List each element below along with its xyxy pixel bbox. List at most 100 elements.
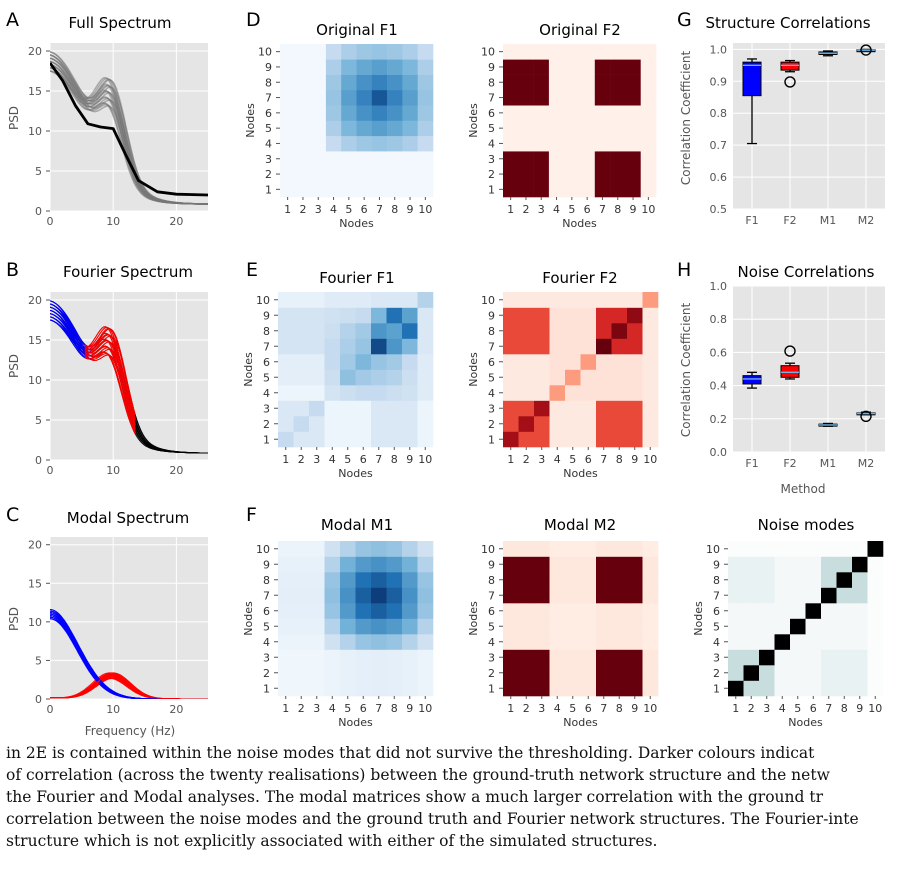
y-tick-label: 0.8: [710, 107, 728, 120]
y-tick-label: 7: [713, 589, 720, 602]
heatmap-cell: [518, 400, 535, 417]
heatmap-cell: [534, 587, 550, 604]
heatmap-cell: [596, 649, 612, 666]
heatmap-cell: [805, 680, 822, 697]
heatmap-cell: [790, 603, 806, 619]
fourier-f1-title: Fourier F1: [319, 269, 394, 287]
x-tick-label: 7: [600, 702, 607, 715]
heatmap-cell: [325, 89, 342, 106]
heatmap-cell: [386, 587, 403, 604]
heatmap-cell: [371, 44, 388, 60]
heatmap-cell: [325, 135, 342, 152]
heatmap-cell: [564, 120, 580, 137]
y-tick-label: 1: [488, 682, 495, 695]
y-axis-label: Nodes: [467, 352, 480, 387]
y-tick-label: 10: [481, 294, 495, 307]
heatmap-cell: [518, 665, 535, 681]
x-tick-label: 7: [376, 203, 383, 216]
x-tick-label: 2: [748, 702, 755, 715]
heatmap-cell: [611, 354, 628, 370]
heatmap-cell: [579, 151, 596, 167]
heatmap-cell: [564, 105, 580, 121]
heatmap-cell: [759, 649, 775, 666]
heatmap-cell: [836, 618, 853, 635]
heatmap-cell: [611, 400, 628, 417]
heatmap-cell: [564, 166, 580, 182]
x-axis-label: Nodes: [563, 716, 598, 729]
heatmap-cell: [549, 541, 566, 557]
heatmap-cell: [743, 649, 760, 666]
heatmap-cell: [356, 59, 373, 75]
heatmap-cell: [565, 649, 581, 666]
heatmap-cell: [340, 603, 356, 619]
heatmap-cell: [867, 665, 884, 681]
heatmap-cell: [580, 338, 597, 355]
heatmap-cell: [309, 307, 325, 324]
heatmap-cell: [821, 587, 837, 604]
heatmap-cell: [642, 369, 659, 386]
heatmap-cell: [309, 338, 325, 355]
x-tick-label: 20: [169, 703, 183, 716]
x-tick-label: 6: [585, 453, 592, 466]
heatmap-cell: [640, 105, 657, 121]
x-tick-label: 1: [507, 702, 514, 715]
heatmap-cell: [278, 541, 294, 557]
heatmap-cell: [417, 354, 434, 370]
heatmap-cell: [503, 59, 519, 75]
caption-line: structure which is not explicitly associ…: [6, 832, 658, 850]
heatmap-cell: [728, 649, 744, 666]
x-tick-label: 6: [584, 203, 591, 216]
heatmap-cell: [611, 649, 628, 666]
heatmap-cell: [295, 166, 311, 182]
heatmap-cell: [417, 400, 434, 417]
heatmap-cell: [534, 665, 550, 681]
heatmap-cell: [580, 416, 597, 432]
x-tick-label: 7: [375, 702, 382, 715]
heatmap-cell: [534, 400, 550, 417]
heatmap-cell: [580, 634, 597, 650]
heatmap-cell: [642, 431, 659, 448]
heatmap-cell: [611, 634, 628, 650]
heatmap-cell: [417, 572, 434, 588]
x-tick-label: 10: [418, 453, 432, 466]
heatmap-cell: [549, 323, 566, 339]
heatmap-cell: [417, 59, 434, 75]
heatmap-cell: [565, 400, 581, 417]
heatmap-cell: [596, 634, 612, 650]
heatmap-cell: [534, 649, 550, 666]
fourier-line-f2: [84, 326, 136, 427]
heatmap-cell: [386, 572, 403, 588]
heatmap-cell: [534, 618, 550, 635]
heatmap-cell: [355, 680, 372, 697]
heatmap-cell: [417, 105, 434, 121]
heatmap-cell: [728, 587, 744, 604]
y-tick-label: 9: [713, 558, 720, 571]
heatmap-cell: [386, 369, 403, 386]
heatmap-cell: [355, 587, 372, 604]
heatmap-cell: [402, 416, 418, 432]
heatmap-cell: [293, 354, 310, 370]
heatmap-cell: [852, 587, 868, 604]
heatmap-cell: [371, 89, 388, 106]
heatmap-cell: [503, 292, 519, 308]
heatmap-cell: [610, 89, 626, 106]
panel-letter-c: C: [6, 504, 19, 526]
heatmap-cell: [387, 120, 403, 137]
heatmap-cell: [503, 354, 519, 370]
heatmap-cell: [325, 105, 342, 121]
heatmap-cell: [534, 369, 550, 386]
caption-line: of correlation (across the twenty realis…: [6, 766, 830, 784]
heatmap-cell: [324, 400, 341, 417]
heatmap-cell: [324, 354, 341, 370]
heatmap-cell: [640, 135, 657, 152]
heatmap-cell: [642, 541, 659, 557]
heatmap-cell: [759, 556, 775, 573]
heatmap-cell: [371, 634, 387, 650]
y-tick-label: 7: [488, 340, 495, 353]
heatmap-cell: [728, 541, 744, 557]
heatmap-cell: [805, 665, 822, 681]
y-tick-label: 6: [263, 605, 270, 618]
x-axis-label: Nodes: [339, 217, 374, 230]
heatmap-cell: [611, 431, 628, 448]
heatmap-cell: [293, 385, 310, 401]
